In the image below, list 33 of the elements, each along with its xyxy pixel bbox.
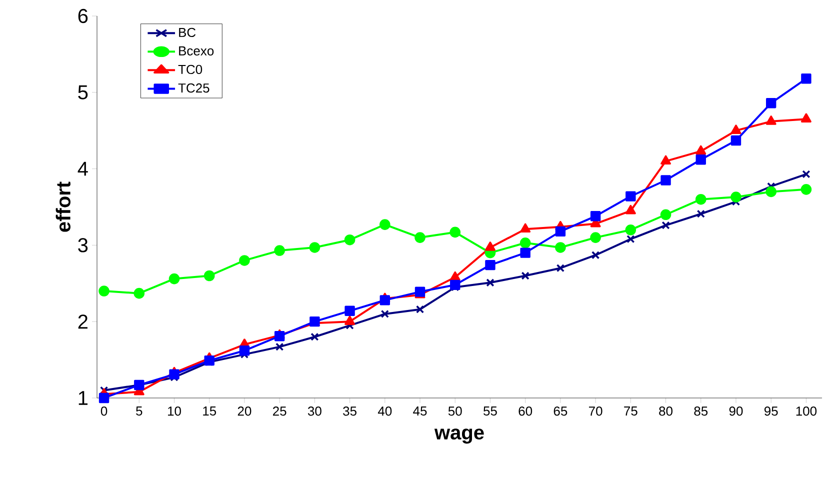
x-tick-label: 0 <box>100 406 108 416</box>
x-tick-label: 55 <box>484 406 497 416</box>
x-tick-label: 40 <box>378 406 392 416</box>
x-tick-label: 30 <box>308 406 322 416</box>
y-tick-label: 2 <box>78 314 88 329</box>
x-axis-title: wage <box>434 428 484 444</box>
x-tick-label: 100 <box>796 406 817 416</box>
x-tick-label: 75 <box>624 406 638 416</box>
x-tick-label: 35 <box>343 406 356 416</box>
y-tick-label: 3 <box>78 238 88 252</box>
x-tick-label: 25 <box>273 406 286 416</box>
legend-label: TC0 <box>178 64 202 74</box>
x-tick-label: 45 <box>413 406 427 416</box>
y-axis-title: effort <box>56 182 70 232</box>
legend-label: TC25 <box>178 83 210 93</box>
legend-label: Bcexo <box>179 46 214 56</box>
x-tick-label: 65 <box>554 406 568 416</box>
y-tick-label: 4 <box>78 162 88 176</box>
x-tick-label: 70 <box>588 406 602 416</box>
x-tick-label: 50 <box>448 406 462 416</box>
y-tick-label: 1 <box>78 391 88 405</box>
x-tick-label: 85 <box>694 406 708 416</box>
x-tick-label: 20 <box>238 406 252 416</box>
x-tick-label: 15 <box>203 406 216 416</box>
y-tick-label: 6 <box>78 8 88 24</box>
x-tick-label: 80 <box>659 406 672 416</box>
x-tick-label: 5 <box>136 406 142 416</box>
legend-label: BC <box>179 28 196 38</box>
x-tick-label: 90 <box>729 406 743 416</box>
x-tick-label: 10 <box>168 406 181 416</box>
x-tick-label: 95 <box>764 406 778 416</box>
x-tick-label: 60 <box>518 406 532 416</box>
y-tick-label: 5 <box>78 85 88 100</box>
